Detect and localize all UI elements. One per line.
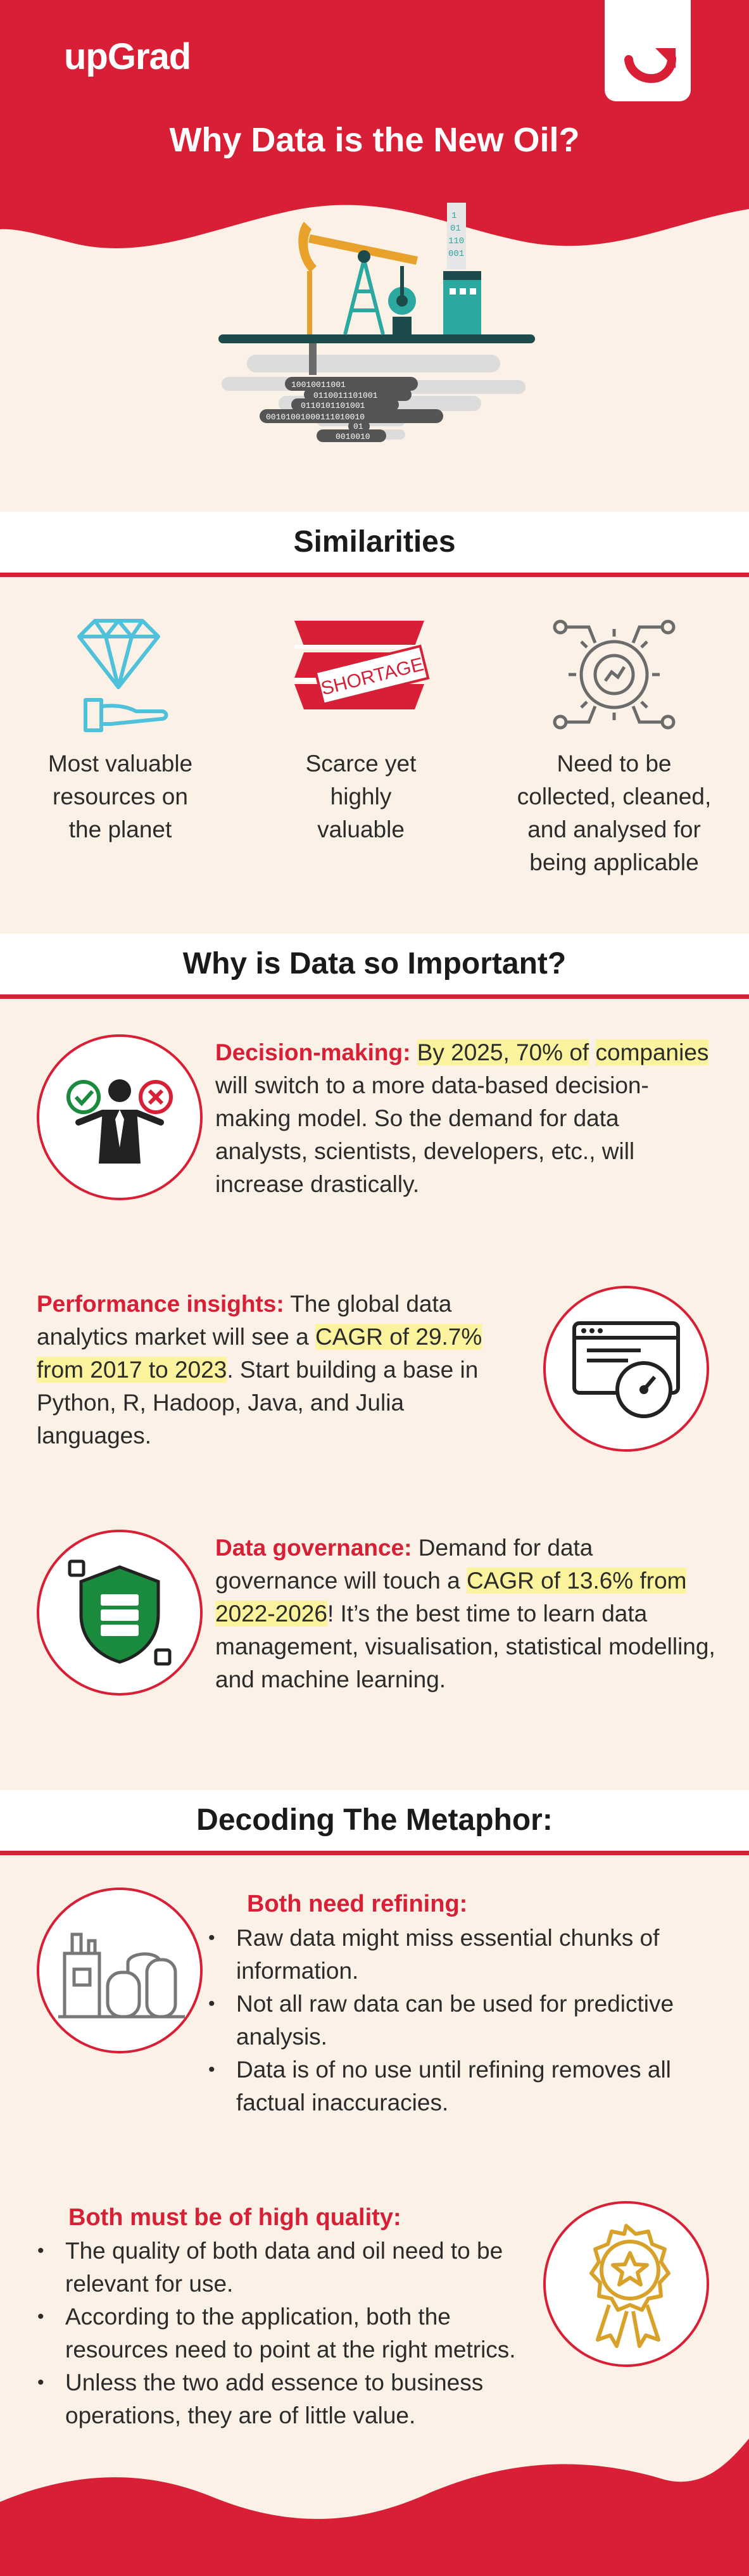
quality-circle <box>543 2201 709 2367</box>
performance-intro: The global data analytics market will se… <box>37 1291 452 1350</box>
binary-line-6: 0010010 <box>336 432 370 441</box>
performance-circle <box>543 1286 709 1452</box>
decision-highlight-1: By 2025, 70% of <box>417 1039 589 1065</box>
refinery-circle <box>37 1888 203 2053</box>
security-shield-icon <box>68 1559 172 1666</box>
tower-digit-1: 1 <box>451 211 456 221</box>
governance-text: Data governance: Demand for data governa… <box>215 1532 715 1696</box>
performance-text: Performance insights: The global data an… <box>37 1288 518 1452</box>
diamond-in-hand-icon <box>77 619 168 732</box>
list-item: Data is of no use until refining removes… <box>206 2053 712 2119</box>
similarity-label-3: Need to be collected, cleaned, and analy… <box>517 751 712 875</box>
oil-rig-illustration: 10010011001 0110011101001 0110101101001 … <box>218 203 535 442</box>
corner-tab <box>605 0 691 101</box>
footer-wave <box>0 2439 749 2576</box>
list-item: Raw data might miss essential chunks of … <box>206 1922 712 1988</box>
refining-title: Both need refining: <box>247 1891 468 1917</box>
binary-line-1: 10010011001 <box>291 380 346 390</box>
shortage-stack-icon: SHORTAGE <box>294 621 430 709</box>
refinery-icon <box>58 1932 185 2019</box>
upgrad-arrow-icon <box>624 48 676 84</box>
decision-highlight-2: companies <box>595 1039 709 1065</box>
decision-body: will switch to a more data-based decisio… <box>215 1072 649 1197</box>
list-item: The quality of both data and oil need to… <box>35 2235 548 2300</box>
tower-digit-4: 001 <box>448 249 464 259</box>
decision-maker-icon <box>66 1079 173 1164</box>
tower-digit-2: 01 <box>450 224 461 234</box>
governance-intro: Demand for data governance will touch a <box>215 1535 593 1594</box>
header-background <box>0 0 749 248</box>
binary-line-2: 0110011101001 <box>313 391 378 400</box>
metaphor-heading-band: Decoding The Metaphor: <box>0 1790 749 1855</box>
quality-title: Both must be of high quality: <box>68 2204 401 2231</box>
quality-list: The quality of both data and oil need to… <box>35 2235 548 2432</box>
similarities-heading-band: Similarities <box>0 512 749 577</box>
similarities-heading: Similarities <box>293 525 456 559</box>
governance-body: ! It’s the best time to learn data manag… <box>215 1601 715 1692</box>
decision-title: Decision-making: <box>215 1039 411 1065</box>
performance-body: . Start building a base in Python, R, Ha… <box>37 1357 479 1449</box>
binary-line-5: 01 <box>353 422 363 431</box>
metaphor-heading: Decoding The Metaphor: <box>196 1803 553 1837</box>
page-title: Why Data is the New Oil? <box>169 121 580 159</box>
governance-title: Data governance: <box>215 1535 412 1561</box>
list-item: According to the application, both the r… <box>35 2300 548 2366</box>
importance-heading-band: Why is Data so Important? <box>0 934 749 999</box>
tower-digit-3: 110 <box>448 236 464 246</box>
performance-title: Performance insights: <box>37 1291 284 1317</box>
decision-circle <box>37 1034 203 1200</box>
quality-badge-icon <box>589 2224 670 2348</box>
similarity-label-1: Most valuable resources on the planet <box>47 751 193 842</box>
upgrad-logo[interactable]: upGrad <box>64 36 191 77</box>
importance-heading: Why is Data so Important? <box>182 947 567 980</box>
binary-line-3: 0110101101001 <box>301 401 365 410</box>
list-item: Not all raw data can be used for predict… <box>206 1988 712 2053</box>
similarity-label-2: Scarce yet highly valuable <box>305 751 417 842</box>
governance-circle <box>37 1530 203 1696</box>
binary-line-4: 00101001000111010010 <box>266 412 365 422</box>
gear-analytics-icon <box>553 619 676 730</box>
refining-list: Raw data might miss essential chunks of … <box>206 1922 712 2119</box>
list-item: Unless the two add essence to business o… <box>35 2366 548 2432</box>
decision-text: Decision-making: By 2025, 70% of compani… <box>215 1036 715 1201</box>
dashboard-gauge-icon <box>572 1321 680 1418</box>
